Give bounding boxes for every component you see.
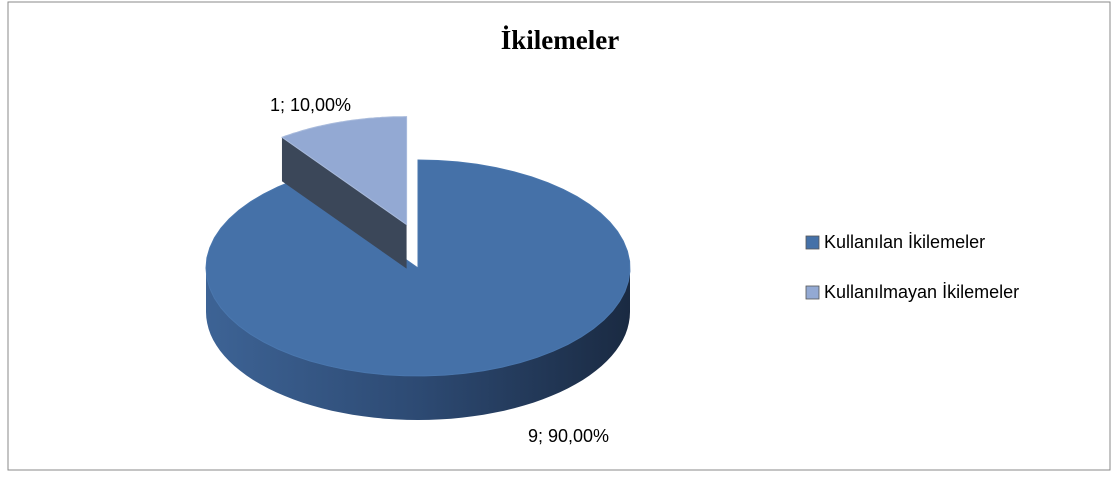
chart-title: İkilemeler	[501, 25, 619, 55]
legend-swatch	[805, 285, 820, 300]
pie-side	[206, 268, 630, 420]
data-label: 9; 90,00%	[528, 426, 609, 446]
pie-slice	[280, 116, 408, 226]
pie: 9; 90,00% 1; 10,00%	[205, 95, 631, 446]
pie-slice	[205, 159, 631, 377]
data-label: 1; 10,00%	[270, 95, 351, 115]
pie-cut-side	[281, 137, 407, 269]
legend-label: Kullanılan İkilemeler	[824, 232, 985, 252]
legend-swatch	[805, 235, 820, 250]
legend-label: Kullanılmayan İkilemeler	[824, 282, 1019, 302]
legend: Kullanılan İkilemeler Kullanılmayan İkile…	[805, 232, 1019, 302]
